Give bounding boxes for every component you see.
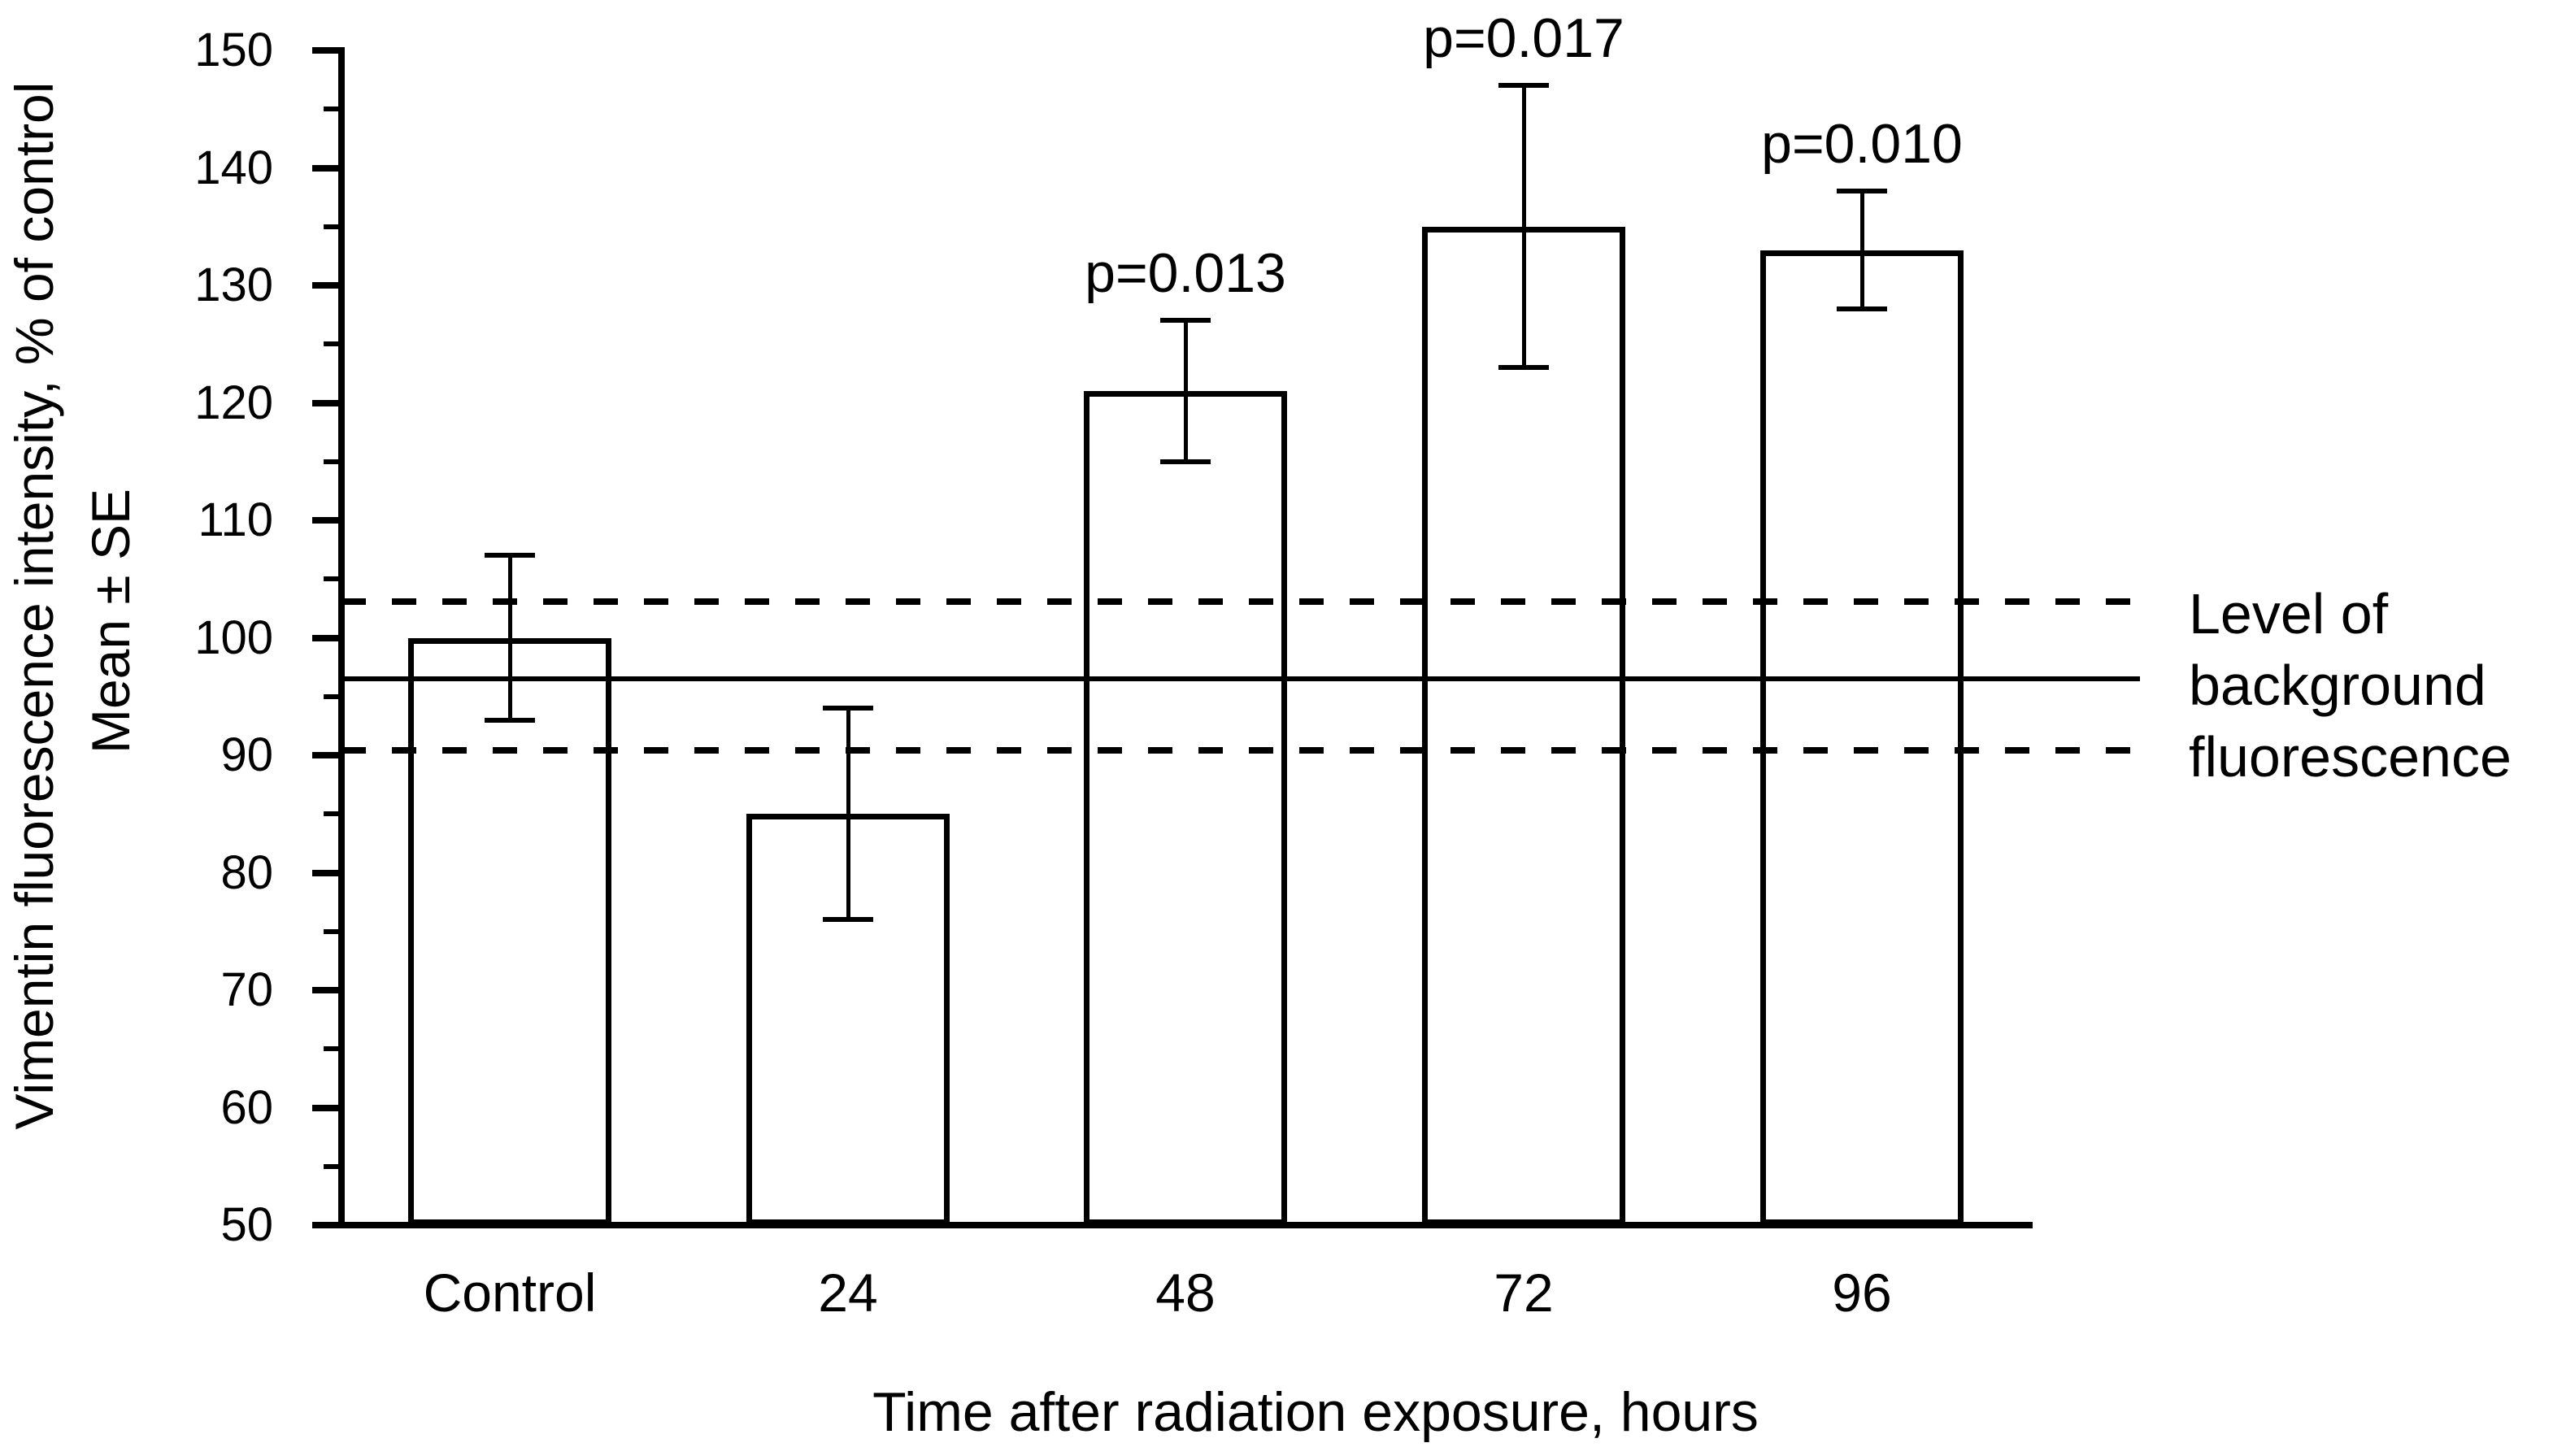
bar-72 — [1422, 226, 1625, 1225]
y-tick-label: 110 — [198, 493, 273, 546]
annotation-line-3: fluorescence — [2189, 725, 2512, 789]
y-minor-tick — [324, 224, 338, 229]
error-bar-cap-top — [485, 553, 535, 558]
y-minor-tick — [324, 1163, 338, 1169]
background-level-annotation: Level of background fluorescence — [2189, 578, 2512, 793]
error-bar-cap-top — [823, 706, 873, 711]
y-minor-tick — [324, 459, 338, 464]
error-bar — [1859, 191, 1864, 309]
background-mean-line — [341, 676, 2140, 682]
y-tick-label: 130 — [194, 259, 273, 311]
y-major-tick — [312, 47, 338, 54]
y-minor-tick — [324, 1046, 338, 1052]
y-axis-line — [338, 47, 345, 1228]
annotation-line-2: background — [2189, 654, 2486, 717]
y-minor-tick — [324, 928, 338, 934]
y-major-tick — [312, 987, 338, 993]
y-tick-label: 120 — [194, 376, 273, 429]
x-tick-label: Control — [423, 1263, 597, 1323]
y-major-tick — [312, 752, 338, 758]
y-minor-tick — [324, 341, 338, 347]
x-axis-title: Time after radiation exposure, hours — [872, 1381, 1759, 1443]
x-axis-line — [338, 1222, 2033, 1228]
y-major-tick — [312, 869, 338, 876]
bar-control — [408, 637, 611, 1225]
y-tick-label: 80 — [220, 845, 273, 899]
y-minor-tick — [324, 811, 338, 817]
y-tick-label: 70 — [220, 963, 273, 1016]
p-value-label: p=0.013 — [1085, 242, 1286, 305]
y-tick-label: 150 — [194, 24, 273, 76]
y-major-tick — [312, 399, 338, 406]
p-value-label: p=0.017 — [1423, 7, 1624, 70]
y-major-tick — [312, 1222, 338, 1228]
error-bar-cap-bottom — [1498, 365, 1549, 371]
y-major-tick — [312, 164, 338, 172]
y-minor-tick — [324, 576, 338, 582]
y-major-tick — [312, 282, 338, 289]
y-tick-label: 50 — [220, 1198, 273, 1251]
error-bar — [1521, 85, 1526, 368]
y-major-tick — [312, 1104, 338, 1111]
error-bar-cap-bottom — [1160, 459, 1211, 464]
background-lower-bound — [341, 747, 2140, 754]
y-minor-tick — [324, 106, 338, 112]
y-major-tick — [312, 517, 338, 524]
y-tick-label: 100 — [194, 611, 273, 664]
bar-96 — [1760, 250, 1964, 1225]
y-minor-tick — [324, 693, 338, 699]
error-bar-cap-bottom — [1837, 306, 1887, 311]
x-tick-label: 96 — [1832, 1263, 1892, 1323]
error-bar — [1183, 320, 1188, 462]
error-bar — [507, 555, 512, 720]
x-tick-label: 72 — [1494, 1263, 1554, 1323]
error-bar-cap-top — [1160, 318, 1211, 324]
error-bar — [846, 708, 850, 920]
y-major-tick — [312, 634, 338, 641]
annotation-line-1: Level of — [2189, 582, 2389, 645]
y-tick-label: 90 — [220, 728, 273, 781]
x-tick-label: 24 — [818, 1263, 878, 1323]
p-value-label: p=0.010 — [1761, 113, 1963, 176]
background-upper-bound — [341, 598, 2140, 605]
x-tick-label: 48 — [1155, 1263, 1216, 1323]
y-tick-label: 60 — [220, 1080, 273, 1134]
error-bar-cap-bottom — [485, 717, 535, 723]
error-bar-cap-bottom — [823, 917, 873, 923]
error-bar-cap-top — [1837, 189, 1887, 194]
y-tick-label: 140 — [194, 141, 273, 194]
bar-48 — [1084, 391, 1287, 1225]
error-bar-cap-top — [1498, 83, 1549, 89]
